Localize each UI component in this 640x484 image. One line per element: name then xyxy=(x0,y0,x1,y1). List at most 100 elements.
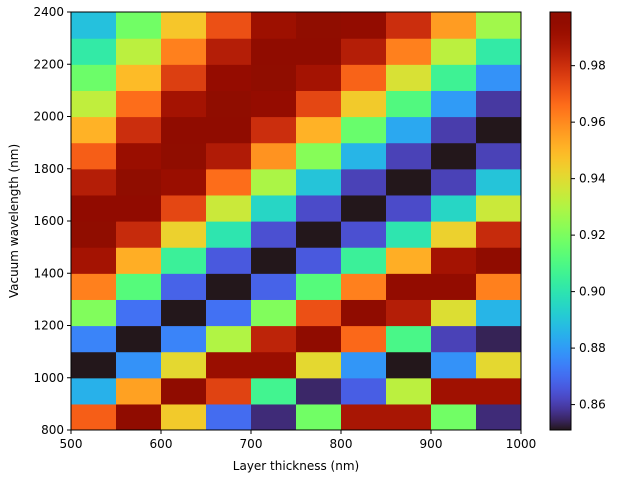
heatmap-cell xyxy=(341,325,387,353)
heatmap-cell xyxy=(251,142,297,170)
heatmap-cell xyxy=(206,351,252,379)
heatmap-cell xyxy=(296,273,342,300)
y-tick-label: 2200 xyxy=(33,57,64,71)
heatmap-cell xyxy=(386,142,432,170)
heatmap-cell xyxy=(161,403,207,430)
heatmap-cell xyxy=(386,116,432,144)
heatmap-cell xyxy=(116,299,162,327)
heatmap-cell xyxy=(206,194,252,222)
heatmap-cell xyxy=(206,142,252,170)
heatmap-cell xyxy=(251,168,297,196)
heatmap-cell xyxy=(296,377,342,405)
heatmap-cell xyxy=(116,403,162,430)
heatmap-cell xyxy=(431,194,477,222)
heatmap-cell xyxy=(206,168,252,196)
heatmap-cell xyxy=(71,168,117,196)
heatmap-cell xyxy=(206,377,252,405)
heatmap-cell xyxy=(71,247,117,274)
heatmap-cell xyxy=(476,351,521,379)
heatmap-cell xyxy=(296,194,342,222)
heatmap-cell xyxy=(431,351,477,379)
heatmap-cell xyxy=(386,325,432,353)
heatmap-cell xyxy=(341,90,387,118)
heatmap-cell xyxy=(341,273,387,300)
heatmap-cell xyxy=(206,116,252,144)
y-tick-label: 1200 xyxy=(33,319,64,333)
heatmap-cell xyxy=(116,273,162,300)
heatmap-cell xyxy=(206,403,252,430)
heatmap-cell xyxy=(71,273,117,300)
heatmap-cell xyxy=(476,221,521,248)
heatmap-cell xyxy=(476,142,521,170)
heatmap-cell xyxy=(386,12,432,39)
heatmap-cell xyxy=(251,273,297,300)
heatmap-cell xyxy=(476,377,521,405)
heatmap-cell xyxy=(161,351,207,379)
heatmap-cell xyxy=(206,299,252,327)
heatmap-cell xyxy=(116,325,162,353)
heatmap-cell xyxy=(206,38,252,65)
heatmap-cell xyxy=(476,90,521,118)
heatmap-cell xyxy=(161,299,207,327)
colorbar-tick-label: 0.96 xyxy=(579,115,606,129)
heatmap-cell xyxy=(116,64,162,91)
heatmap-cell xyxy=(116,247,162,274)
heatmap-cell xyxy=(116,221,162,248)
heatmap-cell xyxy=(341,168,387,196)
heatmap-cell xyxy=(431,168,477,196)
heatmap-cell xyxy=(386,351,432,379)
heatmap-cell xyxy=(161,90,207,118)
heatmap-cell xyxy=(476,64,521,91)
x-tick-label: 1000 xyxy=(506,437,537,451)
heatmap-cell xyxy=(476,299,521,327)
heatmap-cell xyxy=(431,142,477,170)
heatmap-cell xyxy=(386,221,432,248)
heatmap-cell xyxy=(116,142,162,170)
heatmap-cell xyxy=(476,247,521,274)
heatmap-cell xyxy=(431,403,477,430)
heatmap-cell xyxy=(296,90,342,118)
y-tick-label: 1400 xyxy=(33,266,64,280)
heatmap-cell xyxy=(386,247,432,274)
heatmap-cell xyxy=(386,64,432,91)
heatmap-cell xyxy=(251,247,297,274)
colorbar-tick-label: 0.98 xyxy=(579,59,606,73)
heatmap-cell xyxy=(431,247,477,274)
heatmap-cell xyxy=(431,38,477,65)
heatmap-cell xyxy=(341,116,387,144)
heatmap-cell xyxy=(251,90,297,118)
x-axis-label: Layer thickness (nm) xyxy=(233,459,359,473)
heatmap-cell xyxy=(206,90,252,118)
heatmap-cell xyxy=(71,299,117,327)
heatmap-cell xyxy=(341,194,387,222)
heatmap-cell xyxy=(116,90,162,118)
heatmap-cell xyxy=(386,273,432,300)
heatmap-cell xyxy=(296,64,342,91)
heatmap-cell xyxy=(206,273,252,300)
heatmap-cell xyxy=(251,377,297,405)
x-tick-label: 900 xyxy=(420,437,443,451)
heatmap-cell xyxy=(161,325,207,353)
heatmap-cell xyxy=(341,12,387,39)
heatmap-cell xyxy=(161,116,207,144)
y-axis-label: Vacuum wavelength (nm) xyxy=(7,144,21,298)
heatmap-cell xyxy=(206,64,252,91)
x-tick-label: 500 xyxy=(60,437,83,451)
heatmap-cell xyxy=(71,116,117,144)
y-tick-label: 800 xyxy=(41,423,64,437)
heatmap-cell xyxy=(296,142,342,170)
heatmap-cell xyxy=(386,299,432,327)
heatmap-cell xyxy=(386,403,432,430)
heatmap-cell xyxy=(71,351,117,379)
heatmap-cell xyxy=(431,12,477,39)
heatmap-cell xyxy=(206,12,252,39)
colorbar xyxy=(549,11,572,431)
heatmap-cell xyxy=(161,12,207,39)
heatmap-cell xyxy=(251,221,297,248)
heatmap-cell xyxy=(161,64,207,91)
heatmap-cell xyxy=(341,38,387,65)
y-tick-label: 1000 xyxy=(33,371,64,385)
x-tick-label: 700 xyxy=(240,437,263,451)
heatmap-cell xyxy=(476,38,521,65)
